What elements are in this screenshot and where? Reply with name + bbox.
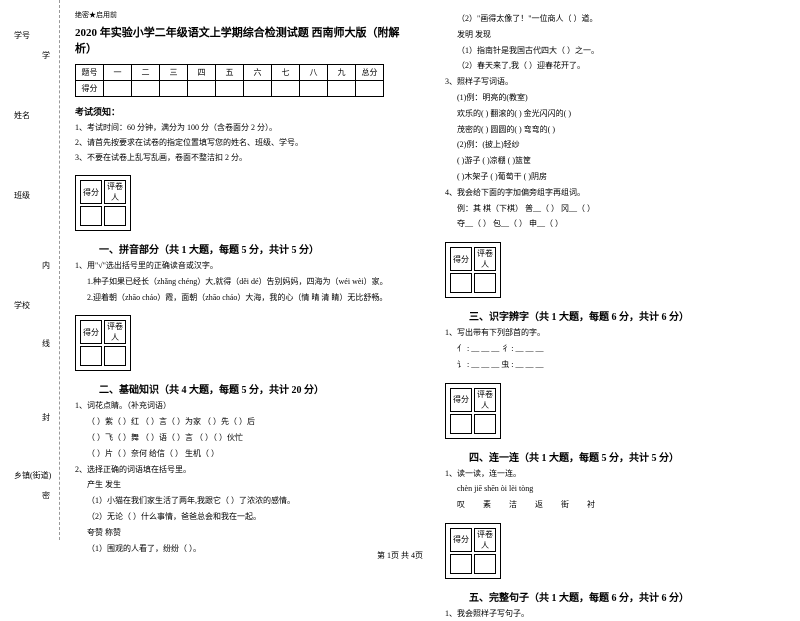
s2-q2h: （1）指南针是我国古代四大（ ）之一。 — [445, 45, 785, 58]
sb4-grader: 评卷人 — [474, 388, 496, 412]
th-9: 九 — [328, 65, 356, 81]
sb3-score: 得分 — [450, 247, 472, 271]
s3-q1: 1、写出带有下列部首的字。 — [445, 327, 785, 340]
secret-label: 绝密★启用前 — [75, 10, 415, 20]
section-3-title: 三、识字辨字（共 1 大题，每题 6 分，共计 6 分） — [445, 308, 785, 323]
s2-q3d: (2)例：(披上)轻纱 — [445, 139, 785, 152]
page-container: 学号 姓名 班级 学校 乡镇(街道) 学 内 线 封 密 绝密★启用前 2020… — [0, 0, 800, 540]
section-4-title: 四、连一连（共 1 大题，每题 5 分，共计 5 分） — [445, 449, 785, 464]
s2-q3b: 欢乐的( ) 翻滚的( ) 金光闪闪的( ) — [445, 108, 785, 121]
sb3-grader: 评卷人 — [474, 247, 496, 271]
section-1-title: 一、拼音部分（共 1 大题，每题 5 分，共计 5 分） — [75, 241, 415, 256]
s2-q1c: （ ）片（ ）奈何 给信（ ） 生机（ ） — [75, 448, 415, 461]
section-score-box-2: 得分评卷人 — [75, 315, 131, 371]
th-2: 二 — [132, 65, 160, 81]
s1-q1b: 2.迎着朝（zhāo cháo）霞，面朝（zhāo cháo）大海，我的心（情 … — [75, 292, 415, 305]
th-total: 总分 — [356, 65, 384, 81]
sb-grader: 评卷人 — [104, 180, 126, 204]
th-1: 一 — [104, 65, 132, 81]
sb2-score: 得分 — [80, 320, 102, 344]
margin-label-town: 乡镇(街道) — [14, 470, 51, 481]
s5-q1: 1、我会照样子写句子。 — [445, 608, 785, 621]
s2-q2d: 夸赞 称赞 — [75, 527, 415, 540]
margin-hint-5: 密 — [42, 490, 50, 501]
s2-q3f: ( )木架子 ( )葡萄干 ( )阴房 — [445, 171, 785, 184]
s2-q1: 1、词花点睛。（补充词语） — [75, 400, 415, 413]
section-score-box-4: 得分评卷人 — [445, 383, 501, 439]
score-summary-table: 题号 一 二 三 四 五 六 七 八 九 总分 得分 — [75, 64, 384, 97]
th-7: 七 — [272, 65, 300, 81]
s2-q2c: （2）无论（ ）什么事情，爸爸总会和我在一起。 — [75, 511, 415, 524]
sb5-score: 得分 — [450, 528, 472, 552]
s1-q1: 1、用"√"选出括号里的正确读音或汉字。 — [75, 260, 415, 273]
s2-q3: 3、照样子写词语。 — [445, 76, 785, 89]
s2-q2a: 产生 发生 — [75, 479, 415, 492]
page-footer: 第 1页 共 4页 — [0, 550, 800, 561]
s4-q1b: 叹 素 洁 返 街 衬 — [445, 499, 785, 512]
margin-hint-3: 线 — [42, 338, 50, 349]
sb4-score: 得分 — [450, 388, 472, 412]
exam-title: 2020 年实验小学二年级语文上学期综合检测试题 西南师大版（附解析） — [75, 24, 415, 56]
left-column: 绝密★启用前 2020 年实验小学二年级语文上学期综合检测试题 西南师大版（附解… — [60, 0, 430, 540]
s2-q2g: 发明 发现 — [445, 29, 785, 42]
section-5-title: 五、完整句子（共 1 大题，每题 6 分，共计 6 分） — [445, 589, 785, 604]
th-num: 题号 — [76, 65, 104, 81]
s2-q2: 2、选择正确的词语填在括号里。 — [75, 464, 415, 477]
s3-q1a: 亻 : __ __ __ 彳 : __ __ __ — [445, 343, 785, 356]
sb5-grader: 评卷人 — [474, 528, 496, 552]
th-5: 五 — [216, 65, 244, 81]
section-2-title: 二、基础知识（共 4 大题，每题 5 分，共计 20 分） — [75, 381, 415, 396]
margin-label-school: 学校 — [14, 300, 30, 311]
s1-q1a: 1.种子如果已经长（zhǎng chéng）大,就得（děi dé）告别妈妈，四… — [75, 276, 415, 289]
binding-margin: 学号 姓名 班级 学校 乡镇(街道) 学 内 线 封 密 — [0, 0, 60, 540]
s4-q1: 1、读一读，连一连。 — [445, 468, 785, 481]
th-8: 八 — [300, 65, 328, 81]
th-6: 六 — [244, 65, 272, 81]
notice-3: 3、不要在试卷上乱写乱画，卷面不整洁扣 2 分。 — [75, 152, 415, 164]
right-column: （2）"画得太像了！"一位商人（ ）道。 发明 发现 （1）指南针是我国古代四大… — [430, 0, 800, 540]
row-score-label: 得分 — [76, 81, 104, 97]
s2-q3a: (1)例：明亮的(教室) — [445, 92, 785, 105]
section-score-box-3: 得分评卷人 — [445, 242, 501, 298]
s2-q3c: 茂密的( ) 圆圆的( ) 弯弯的( ) — [445, 124, 785, 137]
margin-hint-4: 封 — [42, 412, 50, 423]
s2-q2f: （2）"画得太像了！"一位商人（ ）道。 — [445, 13, 785, 26]
notice-2: 2、请首先按要求在试卷的指定位置填写您的姓名、班级、学号。 — [75, 137, 415, 149]
s4-q1a: chèn jiē shēn òi lèi tòng — [445, 483, 785, 496]
th-4: 四 — [188, 65, 216, 81]
s2-q2i: （2）春天来了,我（ ）迎春花开了。 — [445, 60, 785, 73]
s2-q4: 4、我会给下面的字加偏旁组字再组词。 — [445, 187, 785, 200]
margin-label-class: 班级 — [14, 190, 30, 201]
margin-hint-2: 内 — [42, 260, 50, 271]
th-3: 三 — [160, 65, 188, 81]
margin-label-name: 姓名 — [14, 110, 30, 121]
notice-heading: 考试须知： — [75, 105, 415, 118]
s2-q4a: 例：其 棋（下棋） 普__（ ） 冈__（ ） — [445, 203, 785, 216]
section-score-box-1: 得分评卷人 — [75, 175, 131, 231]
s2-q1a: （ ）紫（ ）红 （ ）言（ ）为家 （ ）先（ ）后 — [75, 416, 415, 429]
s2-q3e: ( )游子 ( )凉棚 ( )篮筐 — [445, 155, 785, 168]
sb-score: 得分 — [80, 180, 102, 204]
notice-1: 1、考试时间：60 分钟，满分为 100 分（含卷面分 2 分）。 — [75, 122, 415, 134]
s2-q2b: （1）小猫在我们家生活了两年,我跟它（ ）了浓浓的感情。 — [75, 495, 415, 508]
margin-label-id: 学号 — [14, 30, 30, 41]
margin-hint-1: 学 — [42, 50, 50, 61]
s3-q1b: 讠 : __ __ __ 虫 : __ __ __ — [445, 359, 785, 372]
s2-q1b: （ ）飞（ ）舞 （ ）语（ ）言 （ ）（ ）伙忙 — [75, 432, 415, 445]
sb2-grader: 评卷人 — [104, 320, 126, 344]
s2-q4b: 夺__（ ） 包__（ ） 申__（ ） — [445, 218, 785, 231]
